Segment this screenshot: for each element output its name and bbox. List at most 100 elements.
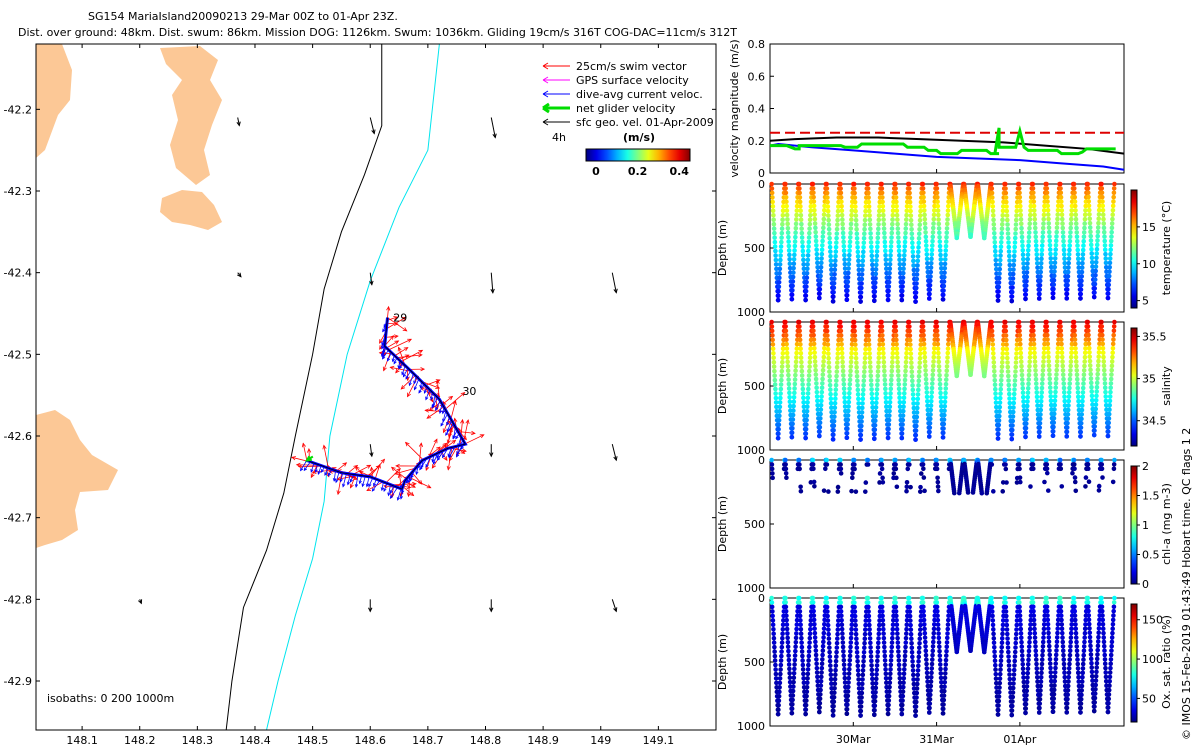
section-dot — [790, 426, 795, 431]
section-dot — [835, 360, 840, 365]
section-dot — [1004, 208, 1010, 214]
velocity-ytick-label: 0.2 — [748, 135, 766, 148]
section-dot — [840, 631, 845, 636]
dac-vector-shaft — [414, 378, 420, 390]
dac-vector-head — [361, 483, 365, 488]
section-dot — [824, 186, 830, 191]
section-dot — [1060, 372, 1066, 378]
section-dot — [803, 297, 808, 303]
section-dot — [893, 324, 898, 329]
section-dot — [811, 608, 816, 614]
section-dot — [831, 289, 836, 295]
section-dot — [1103, 260, 1109, 266]
section-dot — [807, 226, 812, 231]
section-dot — [769, 181, 774, 187]
swim-vector-head — [397, 346, 402, 352]
section-dot — [1058, 324, 1063, 329]
section-dot — [791, 399, 797, 405]
section-dot — [1017, 466, 1022, 472]
section-dot — [770, 609, 775, 614]
section-dot — [773, 391, 778, 396]
section-dot — [865, 324, 871, 329]
section-dot — [1096, 483, 1102, 489]
section-dot — [1044, 190, 1050, 196]
dac-vector — [332, 470, 337, 482]
section-dot — [862, 360, 868, 365]
section-dot — [910, 663, 916, 669]
section-dot — [1044, 186, 1050, 191]
dac-vector-head — [456, 453, 460, 458]
section-dot — [999, 373, 1004, 379]
section-dot — [1072, 332, 1078, 338]
section-dot — [992, 386, 998, 392]
section-dot — [834, 654, 839, 659]
section-dot — [1011, 258, 1017, 263]
section-dot — [828, 663, 833, 668]
section-dot — [942, 671, 948, 676]
dac-vector-head — [327, 472, 332, 477]
section-dot — [1092, 424, 1098, 429]
section-dot — [841, 381, 847, 387]
swim-vector-head — [353, 464, 359, 470]
section-dot — [828, 396, 834, 402]
section-dot — [771, 635, 777, 641]
section-dot — [855, 663, 861, 669]
section-dot — [861, 658, 866, 664]
section-dot — [806, 377, 812, 383]
section-dot — [846, 266, 851, 271]
section-dot — [791, 395, 797, 400]
section-dot — [908, 217, 914, 223]
section-dot — [862, 631, 868, 637]
section-dot — [924, 666, 930, 671]
section-dot — [876, 208, 882, 214]
section-dot — [913, 713, 918, 718]
section-dot — [1027, 212, 1033, 218]
section-dot — [932, 617, 937, 623]
section-dot — [918, 471, 924, 476]
section-dot — [1016, 595, 1022, 601]
section-dot — [796, 595, 802, 601]
section-dot — [813, 652, 819, 658]
section-dot — [928, 683, 934, 689]
section-dot — [793, 234, 798, 240]
section-dot — [838, 324, 843, 329]
section-dot — [1099, 466, 1105, 472]
section-dot — [811, 199, 817, 204]
section-dot — [869, 244, 874, 250]
velocity-ytick-label: 0.4 — [748, 103, 766, 116]
section-dot — [846, 675, 852, 681]
section-dot — [785, 639, 791, 645]
section-dot — [1107, 269, 1112, 274]
section-dot — [831, 285, 837, 291]
section-dot — [790, 693, 796, 698]
section-dot — [943, 390, 948, 396]
section-dot — [880, 479, 886, 485]
section-dot — [817, 700, 823, 706]
section-dot — [992, 244, 998, 250]
section-dot — [811, 328, 816, 334]
section-dot — [1101, 359, 1107, 364]
section-dot — [895, 635, 900, 641]
dac-vector-head — [446, 422, 450, 426]
section-dot — [818, 278, 823, 283]
section-dot — [887, 266, 893, 272]
section-dot — [880, 617, 886, 623]
section-dot — [780, 631, 785, 637]
section-dot — [865, 600, 871, 605]
legend-gps-arrowhead — [542, 76, 549, 84]
section-dot — [1062, 403, 1068, 408]
section-dot — [778, 667, 783, 672]
dac-vector-shaft — [382, 347, 387, 358]
section-dot — [905, 466, 911, 472]
section-dot — [890, 617, 896, 623]
section-dot — [1014, 627, 1019, 632]
section-dot — [817, 709, 822, 715]
section-dot — [1086, 194, 1091, 200]
section-dot — [861, 378, 867, 384]
section-dot — [908, 355, 914, 361]
section-dot — [846, 257, 852, 262]
section-dot — [779, 653, 784, 659]
section-dot — [907, 337, 913, 343]
section-dot — [787, 390, 792, 396]
section-dot — [1033, 652, 1039, 658]
